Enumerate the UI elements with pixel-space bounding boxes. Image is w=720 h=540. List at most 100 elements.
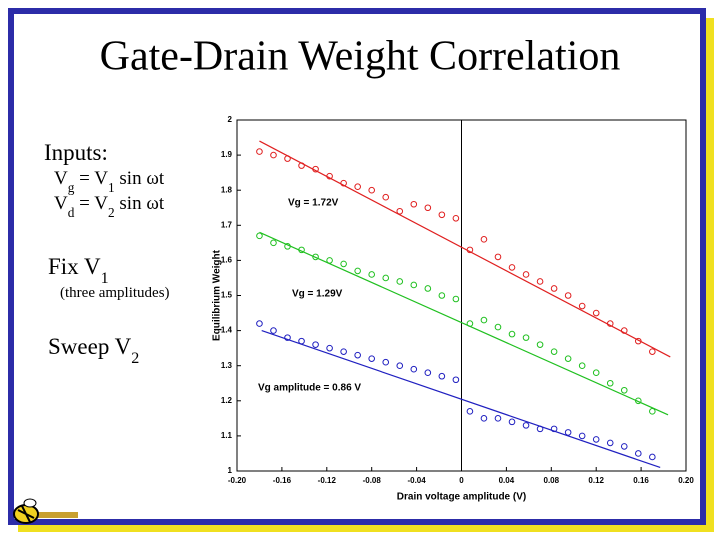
data-point <box>368 355 376 362</box>
data-point <box>536 425 544 433</box>
data-point <box>508 418 516 426</box>
data-point <box>564 355 572 362</box>
data-point <box>410 200 418 208</box>
chart: 1 1.1 1.2 1.3 1.4 1.5 1.6 1.7 1.8 1.9 2 -0.20 -0.16 -… <box>212 115 695 503</box>
data-point <box>354 351 361 359</box>
data-point <box>424 369 432 377</box>
text-part: sin ωt <box>115 168 165 189</box>
data-point <box>438 211 446 219</box>
y-tick-label: 1.7 <box>221 220 233 229</box>
text-part: Fix V <box>48 254 101 279</box>
series-label: Vg = 1.29V <box>292 289 343 300</box>
data-point <box>606 320 614 327</box>
data-point <box>284 243 291 250</box>
logo <box>13 498 78 524</box>
y-tick-label: 1.8 <box>221 185 233 194</box>
data-point <box>550 348 558 355</box>
fix-text: Fix V1 <box>48 254 109 287</box>
data-point <box>536 341 544 348</box>
data-point <box>480 415 488 422</box>
data-point <box>592 436 600 443</box>
data-point <box>256 320 263 327</box>
data-point <box>340 260 347 268</box>
x-tick-label: 0.12 <box>588 476 604 485</box>
text-part: Sweep V <box>48 334 132 359</box>
data-point <box>284 155 291 162</box>
x-tick-label: 0 <box>459 476 464 485</box>
data-point <box>550 285 558 292</box>
data-point <box>508 264 516 271</box>
data-point <box>326 344 333 352</box>
data-point <box>368 186 376 194</box>
x-tick-label: -0.12 <box>318 476 337 485</box>
text-part: = V <box>74 168 108 189</box>
subscript: 1 <box>108 180 115 195</box>
subscript: 1 <box>101 270 109 287</box>
data-point <box>256 148 263 155</box>
data-point <box>649 348 656 355</box>
inputs-label: Inputs: <box>44 140 108 165</box>
y-tick-label: 1.5 <box>221 291 233 300</box>
x-tick-label: 0.20 <box>678 476 694 485</box>
y-tick-label: 1.3 <box>221 361 233 370</box>
y-tick-label: 1.2 <box>221 396 233 405</box>
data-point <box>438 292 446 299</box>
data-point <box>312 341 319 348</box>
data-point <box>410 365 418 373</box>
data-point <box>368 271 376 278</box>
data-point <box>396 362 404 370</box>
data-point <box>634 397 642 405</box>
data-point <box>480 236 488 243</box>
data-point <box>452 214 460 222</box>
data-point <box>620 386 628 394</box>
data-point <box>270 151 277 159</box>
x-tick-label: -0.08 <box>363 476 382 485</box>
equation: Vd = V2 sin ωt <box>54 193 165 220</box>
data-point <box>564 292 572 299</box>
data-point <box>438 372 446 380</box>
data-point <box>649 453 656 461</box>
data-point <box>578 302 586 310</box>
data-point <box>298 337 305 345</box>
subscript: g <box>68 180 75 195</box>
x-tick-label: 0.08 <box>544 476 560 485</box>
data-point <box>536 278 544 285</box>
subscript: 2 <box>131 350 139 367</box>
data-point <box>256 232 263 240</box>
data-point <box>396 207 404 215</box>
y-tick-label: 1.6 <box>221 256 233 265</box>
subscript: 2 <box>108 205 115 220</box>
x-tick-label: -0.04 <box>407 476 426 485</box>
x-axis-label: Drain voltage amplitude (V) <box>397 492 526 503</box>
data-point <box>620 327 628 334</box>
data-point <box>452 295 460 303</box>
data-point <box>606 439 614 447</box>
data-point <box>298 162 305 169</box>
data-point <box>270 327 277 334</box>
frame-shadow-bottom <box>18 522 714 532</box>
fit-line <box>259 140 671 358</box>
data-point <box>480 316 488 324</box>
data-point <box>312 253 319 261</box>
data-point <box>494 253 502 261</box>
data-point <box>564 429 572 436</box>
data-point <box>340 179 347 187</box>
data-point <box>312 165 319 173</box>
data-point <box>494 323 502 331</box>
data-point <box>466 408 474 415</box>
data-point <box>578 432 586 440</box>
sweep-text: Sweep V2 <box>48 334 139 367</box>
series-label: Vg amplitude = 0.86 V <box>258 383 361 394</box>
data-point <box>522 422 530 429</box>
data-point <box>382 358 390 366</box>
data-point <box>326 172 333 180</box>
x-tick-label: 0.04 <box>499 476 515 485</box>
data-point <box>592 369 600 377</box>
text-part: V <box>54 168 68 189</box>
data-point <box>634 337 642 345</box>
data-point <box>382 274 390 282</box>
data-point <box>452 376 460 384</box>
data-point <box>410 281 418 289</box>
data-point <box>340 348 347 355</box>
